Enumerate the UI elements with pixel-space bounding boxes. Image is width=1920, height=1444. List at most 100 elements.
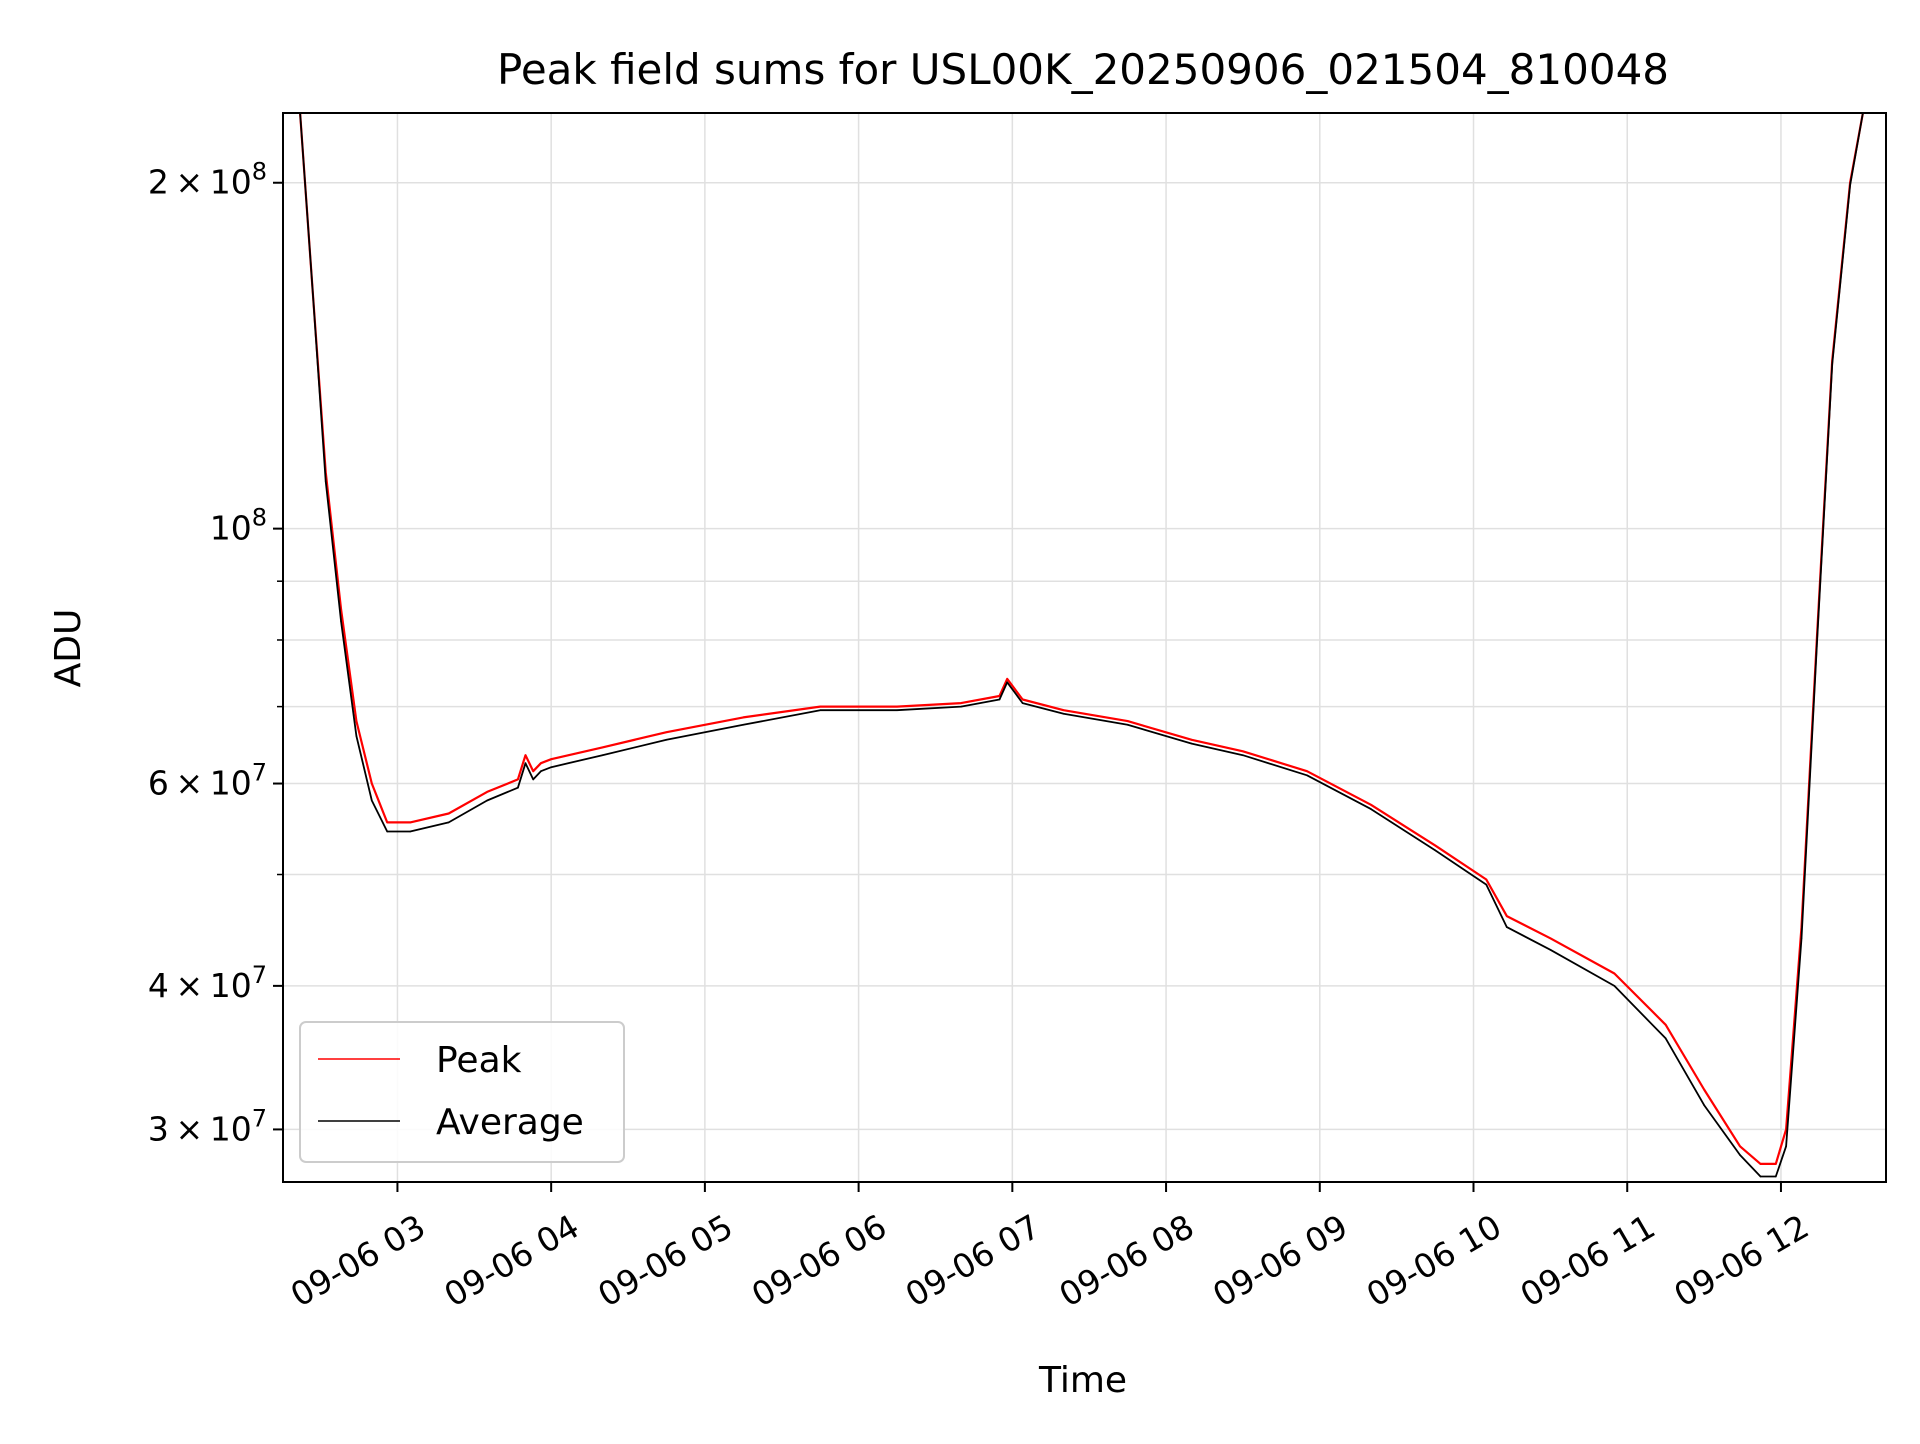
data-point-average xyxy=(1759,1175,1762,1178)
data-point-peak xyxy=(409,821,412,824)
data-point-average xyxy=(819,709,821,711)
data-point-average xyxy=(1126,724,1129,726)
data-point-peak xyxy=(998,695,1001,697)
data-point-average xyxy=(601,754,604,756)
data-point-average xyxy=(1703,1104,1705,1106)
data-point-peak xyxy=(540,762,542,764)
data-point-peak xyxy=(1549,937,1552,940)
data-point-average xyxy=(1613,985,1616,987)
data-point-peak xyxy=(819,705,821,708)
chart-title: Peak field sums for USL00K_20250906_0215… xyxy=(497,45,1669,94)
data-point-peak xyxy=(1242,750,1244,753)
data-point-peak xyxy=(742,716,745,719)
y-tick-label: 6 × 107 xyxy=(148,759,267,803)
data-point-average xyxy=(1549,949,1552,951)
data-point-average xyxy=(312,293,314,295)
data-point-average xyxy=(1242,754,1244,756)
legend-label-peak: Peak xyxy=(436,1040,522,1081)
data-point-average xyxy=(1506,926,1508,928)
data-point-peak xyxy=(1739,1145,1741,1148)
data-point-peak xyxy=(960,702,962,704)
data-point-average xyxy=(1775,1175,1777,1178)
data-point-peak xyxy=(386,821,389,824)
data-point-peak xyxy=(447,812,450,815)
y-tick-label: 4 × 107 xyxy=(148,961,267,1005)
series-line-average xyxy=(299,113,1864,1178)
data-point-average xyxy=(524,762,527,764)
data-point-average xyxy=(1816,645,1818,648)
data-point-average xyxy=(532,778,534,781)
data-point-peak xyxy=(1021,698,1024,701)
data-point-peak xyxy=(1006,678,1008,680)
data-point-average xyxy=(665,739,668,741)
data-point-peak xyxy=(1664,1024,1667,1026)
series-line-peak xyxy=(299,113,1864,1166)
data-point-peak xyxy=(1126,720,1129,722)
y-tick-label: 2 × 108 xyxy=(148,158,267,202)
data-point-peak xyxy=(550,758,552,760)
data-point-peak xyxy=(355,720,358,722)
data-point-average xyxy=(1062,713,1065,715)
data-point-peak xyxy=(1485,878,1488,881)
data-point-average xyxy=(1306,774,1308,777)
data-point-peak xyxy=(1370,804,1372,806)
legend-label-average: Average xyxy=(436,1102,584,1143)
series-group xyxy=(299,113,1864,1178)
data-point-peak xyxy=(1759,1163,1762,1165)
data-point-average xyxy=(1006,681,1008,684)
data-point-average xyxy=(1434,849,1436,851)
plot-area-frame xyxy=(282,112,1887,1183)
data-point-peak xyxy=(532,770,534,772)
data-point-average xyxy=(1190,742,1193,745)
data-point-average xyxy=(1021,702,1024,704)
data-point-average xyxy=(960,705,962,708)
data-point-peak xyxy=(1703,1088,1705,1091)
data-point-peak xyxy=(486,791,488,793)
data-point-peak xyxy=(665,731,668,733)
data-point-average xyxy=(1785,1145,1787,1148)
data-point-average xyxy=(1831,363,1833,366)
data-point-peak xyxy=(1306,770,1308,772)
data-point-peak xyxy=(524,754,527,756)
data-point-average xyxy=(1370,808,1372,810)
y-tick-label: 108 xyxy=(210,504,267,548)
data-point-average xyxy=(742,724,745,726)
data-point-average xyxy=(409,830,412,833)
data-point-average xyxy=(386,830,389,833)
data-point-average xyxy=(517,786,519,789)
data-point-average xyxy=(1849,184,1851,186)
x-axis-label: Time xyxy=(1038,1360,1127,1401)
data-point-average xyxy=(540,770,542,772)
data-point-average xyxy=(371,799,373,802)
data-point-average xyxy=(1739,1154,1741,1156)
y-axis-label: ADU xyxy=(48,609,89,688)
data-point-peak xyxy=(1062,709,1065,711)
data-point-average xyxy=(1800,937,1803,940)
data-point-peak xyxy=(601,746,604,749)
data-point-peak xyxy=(1434,844,1436,847)
data-point-peak xyxy=(517,778,519,781)
data-point-average xyxy=(340,620,342,623)
data-point-peak xyxy=(1506,915,1508,917)
data-point-average xyxy=(1485,883,1488,886)
data-point-average xyxy=(998,698,1001,701)
data-point-peak xyxy=(371,782,373,785)
data-point-average xyxy=(1664,1037,1667,1040)
data-point-peak xyxy=(1613,972,1616,975)
data-point-average xyxy=(486,799,488,802)
data-point-average xyxy=(324,480,327,482)
data-point-average xyxy=(550,766,552,768)
data-point-average xyxy=(355,735,358,737)
data-point-average xyxy=(447,821,450,824)
legend: Peak Average xyxy=(299,1021,625,1163)
data-point-peak xyxy=(1775,1163,1777,1165)
y-tick-label: 3 × 107 xyxy=(148,1104,267,1148)
data-point-peak xyxy=(896,705,898,708)
legend-box xyxy=(299,1021,625,1163)
grid xyxy=(283,113,1886,1182)
data-point-average xyxy=(896,709,898,711)
data-point-peak xyxy=(1190,739,1193,741)
